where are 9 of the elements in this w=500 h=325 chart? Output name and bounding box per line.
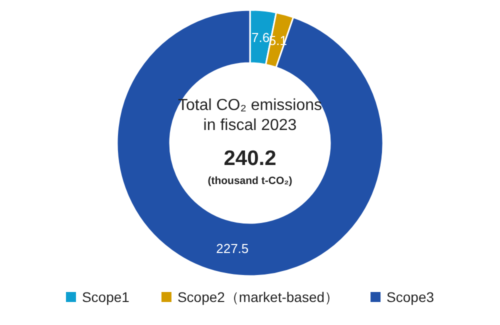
data-label: 7.6 [252, 30, 270, 46]
text: in fiscal 2023 [203, 117, 297, 134]
text: 240.2 [224, 147, 276, 170]
legend-label: Scope3 [386, 289, 434, 305]
legend-label: Scope1 [82, 289, 130, 305]
text: Total CO₂ emissions [178, 97, 322, 114]
text: (thousand t-CO₂) [208, 175, 292, 187]
legend-label: Scope2（market-based） [177, 289, 339, 305]
data-label: 227.5 [216, 241, 249, 256]
